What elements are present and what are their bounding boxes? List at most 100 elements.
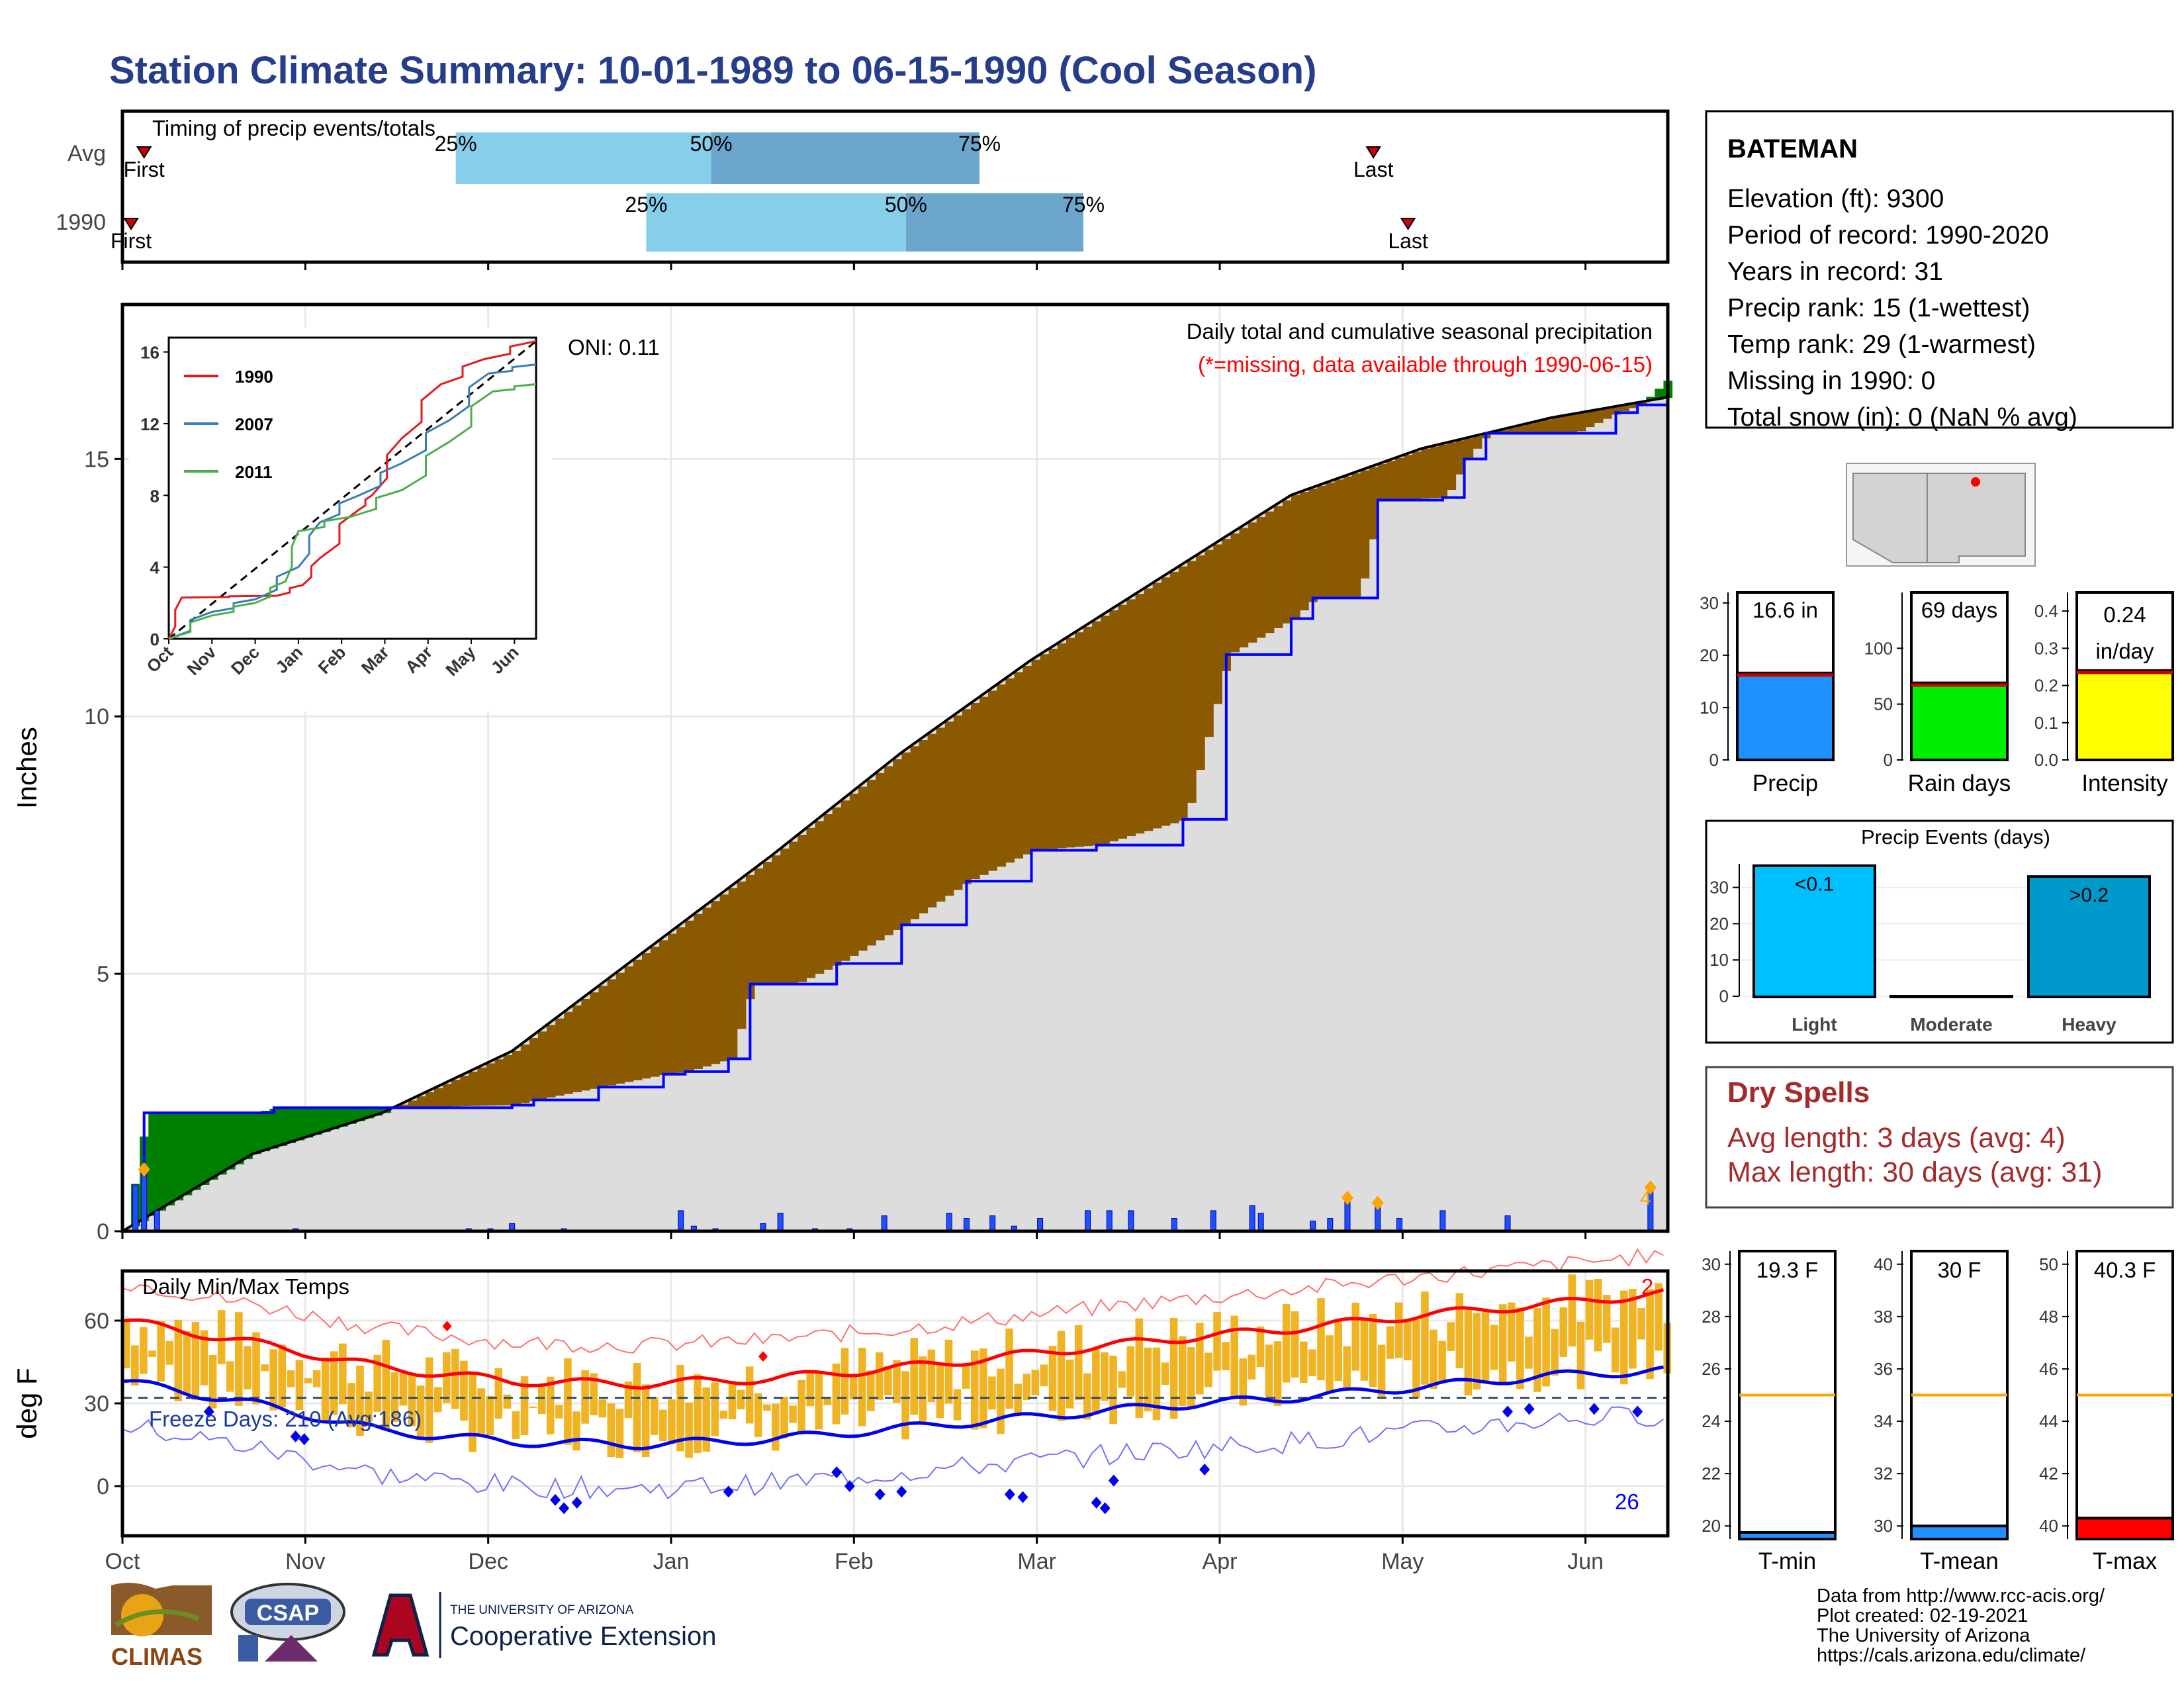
record-low-marker <box>844 1480 855 1492</box>
departure-band <box>615 972 625 1084</box>
departure-band <box>1404 455 1413 499</box>
departure-band <box>486 1063 496 1106</box>
events-bar-label: >0.2 <box>2070 884 2109 906</box>
departure-band <box>200 1113 210 1185</box>
summary-bar-name: Intensity <box>2081 771 2168 796</box>
departure-band <box>1230 533 1240 653</box>
departure-band <box>832 807 842 966</box>
daily-temp-bar <box>1196 1323 1204 1395</box>
departure-band <box>304 1107 314 1138</box>
daily-temp-bar <box>235 1312 243 1406</box>
daily-temp-bar <box>1230 1315 1238 1397</box>
inset-y-tick-label: 8 <box>150 486 159 506</box>
summary-bar-Precip <box>1736 671 1835 761</box>
departure-band <box>1308 489 1318 602</box>
daily-temp-bar <box>1213 1312 1221 1371</box>
daily-temp-bar <box>676 1364 684 1452</box>
departure-band <box>1205 549 1214 737</box>
timing-row-1990-label: 1990 <box>56 210 106 235</box>
temp-y-tick-label: 50 <box>2039 1254 2058 1274</box>
daily-temp-bar <box>1343 1346 1351 1389</box>
freeze-days-label: Freeze Days: 210 (Avg:186) <box>149 1407 422 1431</box>
departure-band <box>1023 666 1032 855</box>
departure-band <box>1083 626 1093 847</box>
daily-precip-bar <box>946 1213 952 1232</box>
precip-header: Daily total and cumulative seasonal prec… <box>1187 319 1653 344</box>
daily-temp-bar <box>131 1345 139 1386</box>
departure-band <box>1066 637 1075 848</box>
departure-band <box>650 947 660 1077</box>
summary-y-tick-label: 0.1 <box>2034 713 2058 733</box>
inset-y-tick-label: 4 <box>150 558 160 578</box>
departure-band <box>572 1005 582 1092</box>
daily-temp-bar <box>1005 1329 1013 1409</box>
daily-temp-bar <box>1222 1342 1230 1370</box>
record-low-line <box>122 1406 1664 1500</box>
daily-temp-bar <box>287 1370 295 1387</box>
precip-count-label: 4 <box>1640 1188 1651 1209</box>
departure-band <box>927 733 937 908</box>
inset-series-1990 <box>167 340 537 639</box>
departure-band <box>1196 555 1205 771</box>
daily-temp-bar <box>226 1361 234 1392</box>
daily-precip-bar <box>881 1215 887 1232</box>
daily-temp-bar <box>148 1350 156 1357</box>
record-low-marker <box>1017 1491 1028 1503</box>
record-low-marker <box>1588 1403 1600 1415</box>
daily-temp-bar <box>1464 1309 1473 1395</box>
summary-bar-label: 69 days <box>1921 598 1998 622</box>
y-tick-label: 10 <box>84 704 109 729</box>
daily-temp-bar <box>529 1406 537 1409</box>
precip-events-title: Precip Events (days) <box>1861 825 2050 849</box>
daily-temp-bar <box>347 1383 355 1428</box>
departure-band <box>979 696 989 875</box>
daily-temp-bar <box>694 1374 702 1454</box>
daily-temp-bar <box>780 1397 788 1438</box>
events-bar-name: Light <box>1792 1014 1837 1035</box>
departure-band <box>1317 485 1326 598</box>
climas-logo: CLIMAS <box>111 1583 212 1670</box>
daily-temp-bar <box>849 1374 858 1400</box>
temp-count-low: 26 <box>1615 1489 1639 1514</box>
departure-band <box>252 1113 261 1154</box>
daily-temp-bar <box>1602 1295 1611 1343</box>
daily-temp-bar <box>1655 1283 1662 1351</box>
station-name: BATEMAN <box>1727 134 1858 164</box>
daily-temp-bar <box>217 1310 226 1364</box>
departure-band <box>1282 500 1292 624</box>
daily-temp-bar <box>433 1387 442 1413</box>
departure-band <box>876 773 885 941</box>
daily-temp-bar <box>901 1371 909 1440</box>
departure-band <box>1559 416 1569 434</box>
departure-band <box>1516 426 1525 434</box>
temp-y-tick-label: 24 <box>1702 1411 1721 1431</box>
daily-temp-bar <box>962 1363 970 1389</box>
daily-temp-bar <box>1205 1352 1212 1387</box>
temp-y-tick-label: 34 <box>1874 1411 1893 1431</box>
daily-temp-bar <box>339 1343 347 1405</box>
departure-band <box>529 1038 539 1102</box>
temp-bar-label: 30 F <box>1937 1258 1981 1282</box>
daily-temp-bar <box>157 1321 165 1382</box>
daily-precip-bar <box>963 1218 970 1232</box>
daily-temp-bar <box>1265 1344 1273 1397</box>
daily-precip-bar <box>1257 1213 1264 1232</box>
departure-band <box>1533 422 1543 434</box>
daily-temp-bar <box>806 1373 814 1407</box>
normal-tmax-line <box>122 1288 1664 1390</box>
month-axis: Oct Nov Dec Jan Feb Mar Apr May Jun <box>105 262 1604 1574</box>
departure-band <box>581 998 590 1091</box>
inset-series-2011 <box>168 383 537 640</box>
temp-y-ticks: 0 30 60 <box>84 1309 122 1499</box>
precip-y-axis-label: Inches <box>11 727 42 809</box>
events-y-tick-label: 30 <box>1709 878 1729 898</box>
temp-panel: deg F Daily Min/Max Temps Freeze Days: 2… <box>11 262 1672 1574</box>
first-marker <box>136 146 152 159</box>
departure-band <box>399 1104 409 1107</box>
y-tick-label: 0 <box>97 1474 109 1499</box>
departure-band <box>997 684 1006 867</box>
station-missing: Missing in 1990: 0 <box>1727 367 1935 395</box>
dry-spells-box: Dry Spells Avg length: 3 days (avg: 4) M… <box>1705 1066 2174 1209</box>
departure-band <box>598 986 608 1088</box>
events-bar-Light <box>1752 864 1876 999</box>
